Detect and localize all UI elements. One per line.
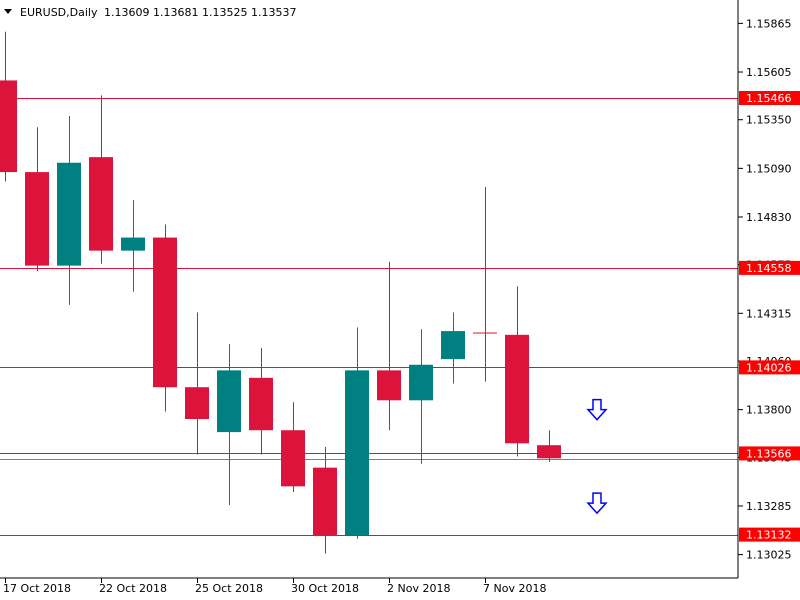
y-tick-label: 1.13025 bbox=[746, 549, 792, 562]
candle-body bbox=[441, 331, 465, 360]
candle-body bbox=[345, 370, 369, 535]
candle-13 bbox=[409, 329, 433, 464]
candle-body bbox=[281, 430, 305, 487]
y-tick-label: 1.14315 bbox=[746, 307, 792, 320]
candle-16 bbox=[505, 286, 529, 457]
arrow-down-icon bbox=[586, 398, 608, 421]
chart-header: EURUSD,Daily 1.13609 1.13681 1.13525 1.1… bbox=[4, 6, 296, 19]
candle-body bbox=[217, 370, 241, 433]
x-tick-label: 30 Oct 2018 bbox=[291, 582, 359, 595]
candle-body bbox=[249, 377, 273, 431]
candle-0 bbox=[0, 31, 17, 182]
x-axis: 17 Oct 2018 22 Oct 2018 25 Oct 2018 30 Oct … bbox=[3, 578, 546, 595]
level-labels: 1.15466 1.14558 1.14026 1.13566 1.13132 bbox=[739, 91, 800, 542]
candle-body bbox=[121, 237, 145, 251]
candle-4 bbox=[121, 200, 145, 292]
candle-body bbox=[185, 387, 209, 420]
candle-2 bbox=[57, 115, 81, 305]
candle-body bbox=[0, 80, 17, 173]
candle-body bbox=[505, 334, 529, 444]
y-tick-label: 1.15090 bbox=[746, 162, 792, 175]
candle-15 bbox=[473, 187, 497, 382]
candle-5 bbox=[153, 224, 177, 412]
candle-9 bbox=[281, 402, 305, 492]
candle-body bbox=[537, 445, 561, 459]
x-tick-label: 22 Oct 2018 bbox=[99, 582, 167, 595]
candle-14 bbox=[441, 312, 465, 384]
y-tick-label: 1.15865 bbox=[746, 17, 792, 30]
y-tick-label: 1.15605 bbox=[746, 66, 792, 79]
level-label-bg bbox=[739, 527, 800, 542]
candle-8 bbox=[249, 347, 273, 455]
annotations bbox=[586, 398, 608, 515]
x-tick-label: 7 Nov 2018 bbox=[483, 582, 546, 595]
candle-1 bbox=[25, 127, 49, 272]
y-axis: 1.15865 1.15605 1.15350 1.15090 1.14830 1.145… bbox=[738, 17, 792, 562]
candles bbox=[0, 31, 561, 554]
level-label-bg bbox=[739, 260, 800, 275]
candle-body bbox=[57, 162, 81, 266]
candle-6 bbox=[185, 312, 209, 455]
candle-3 bbox=[89, 95, 113, 264]
candle-body bbox=[25, 172, 49, 266]
y-tick-label: 1.13800 bbox=[746, 404, 792, 417]
candle-body bbox=[377, 370, 401, 401]
level-label: 1.14558 bbox=[746, 262, 792, 275]
level-label-bg bbox=[739, 360, 800, 375]
candle-7 bbox=[217, 344, 241, 506]
chart-ohlc: 1.13609 1.13681 1.13525 1.13537 bbox=[104, 6, 296, 19]
arrow-down-icon bbox=[586, 492, 608, 515]
chart-symbol: EURUSD,Daily bbox=[20, 6, 98, 19]
candle-body bbox=[153, 237, 177, 388]
candle-12 bbox=[377, 261, 401, 431]
candle-body bbox=[409, 364, 433, 401]
x-tick-label: 25 Oct 2018 bbox=[195, 582, 263, 595]
triangle-down-icon[interactable] bbox=[4, 9, 12, 14]
level-label: 1.13132 bbox=[746, 529, 792, 542]
level-label: 1.15466 bbox=[746, 92, 792, 105]
level-label-bg bbox=[739, 446, 800, 461]
y-tick-label: 1.14830 bbox=[746, 211, 792, 224]
candle-17 bbox=[537, 430, 561, 463]
x-tick-label: 17 Oct 2018 bbox=[3, 582, 71, 595]
level-label: 1.13566 bbox=[746, 447, 792, 460]
level-label: 1.14026 bbox=[746, 361, 792, 374]
candle-11 bbox=[345, 327, 369, 539]
candle-body bbox=[313, 467, 337, 535]
x-tick-label: 2 Nov 2018 bbox=[387, 582, 450, 595]
y-tick-label: 1.15350 bbox=[746, 114, 792, 127]
candle-body bbox=[89, 157, 113, 251]
y-tick-label: 1.13285 bbox=[746, 500, 792, 513]
level-label-bg bbox=[739, 91, 800, 106]
candle-10 bbox=[313, 447, 337, 554]
